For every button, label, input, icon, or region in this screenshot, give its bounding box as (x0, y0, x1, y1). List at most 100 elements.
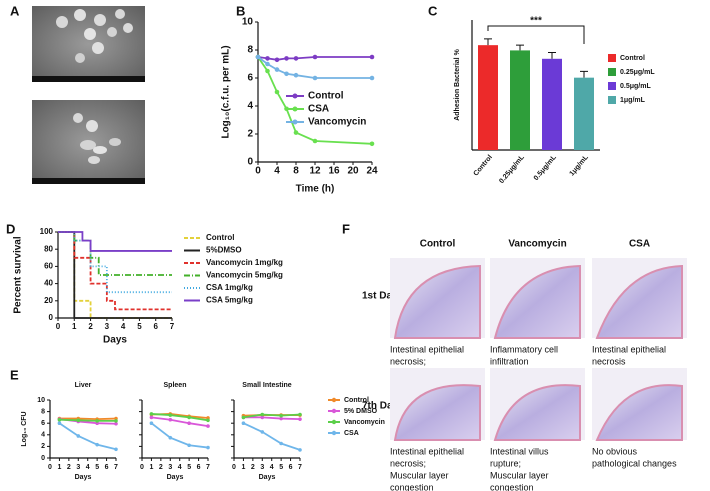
point (279, 416, 283, 421)
x-tick-label: 4 (270, 464, 274, 471)
x-tick-label: 0 (56, 322, 61, 331)
line (243, 413, 301, 419)
error-bar (516, 44, 524, 51)
panel-label: C (428, 3, 438, 18)
x-axis-label: Days (259, 474, 276, 481)
survival-line (58, 231, 172, 276)
error-bar (484, 38, 492, 46)
point (279, 413, 283, 418)
x-tick-label: 1 (57, 464, 61, 471)
point (206, 445, 210, 450)
point (312, 75, 318, 81)
x-tick-label: 7 (206, 464, 210, 471)
x-tick-label: 3 (168, 464, 172, 471)
x-tick-label: 1 (72, 322, 77, 331)
y-tick-label: 40 (44, 279, 53, 288)
point (293, 56, 299, 61)
point (187, 415, 191, 420)
y-tick-label: 2 (41, 443, 45, 450)
legend-swatch (608, 96, 616, 104)
subplot-title: Liver (75, 382, 92, 389)
point (187, 421, 191, 426)
x-tick-label: 3 (105, 322, 110, 331)
x-tick-label: 6 (153, 322, 158, 331)
legend-swatch (331, 430, 337, 436)
panel-label: A (10, 3, 20, 18)
x-tick-label: 6 (105, 464, 109, 471)
bar (542, 58, 562, 150)
x-axis-label: Days (167, 474, 184, 481)
x-tick-label: 4 (86, 464, 90, 471)
point (260, 430, 265, 434)
point (255, 54, 261, 60)
legend-swatch (292, 106, 298, 112)
point (298, 412, 302, 417)
x-tick-label: 1 (149, 464, 153, 471)
y-tick-label: 0 (247, 157, 253, 168)
x-tick-label: 4 (178, 464, 182, 471)
row-label: 7th Day (362, 401, 399, 412)
caption: Inflammatory cell (490, 344, 558, 354)
legend-swatch (608, 54, 616, 62)
legend-swatch (292, 119, 298, 125)
caption: congestion (390, 482, 434, 491)
x-tick-label: 0 (232, 464, 236, 471)
line (243, 422, 301, 451)
point (95, 442, 99, 447)
point (293, 130, 299, 135)
legend-label: Vancomycin (308, 117, 366, 128)
legend-swatch (292, 93, 298, 99)
x-tick-label: 7 (298, 464, 302, 471)
y-tick-label: 4 (247, 101, 253, 112)
caption: rupture; (490, 458, 521, 468)
y-axis-label: Adhesion Bacterial % (454, 48, 461, 120)
annotation: *** (530, 16, 542, 27)
point (274, 57, 280, 63)
line (58, 422, 117, 451)
x-tick-label: 8 (293, 166, 299, 177)
panel-label: D (6, 221, 15, 236)
point (114, 421, 118, 426)
caption: congestion (490, 482, 534, 491)
legend-label: 1μg/mL (620, 97, 646, 104)
point (284, 56, 289, 61)
x-tick-label: 20 (347, 166, 359, 177)
survival-line (58, 231, 172, 252)
line (150, 422, 209, 449)
point (149, 421, 154, 426)
x-tick-label: 5 (279, 464, 283, 471)
column-header: CSA (629, 239, 650, 250)
point (260, 412, 265, 417)
subplot-title: Small Intestine (242, 382, 292, 389)
y-tick-label: 10 (242, 17, 254, 28)
line (151, 413, 209, 422)
x-axis-label: Days (75, 474, 92, 481)
bar (478, 45, 498, 151)
line (59, 417, 117, 421)
x-tick-label: Control (473, 154, 494, 178)
point (206, 418, 210, 423)
caption: infiltration (490, 356, 529, 366)
legend-label: Vancomycin (344, 419, 385, 426)
point (369, 141, 375, 147)
legend-label: Control (206, 233, 234, 242)
legend-label: 5% DMSO (344, 408, 378, 415)
bar (510, 50, 530, 150)
line (59, 418, 116, 422)
point (298, 417, 302, 421)
legend-label: CSA (344, 430, 359, 437)
y-tick-label: 4 (41, 432, 45, 439)
point (265, 68, 270, 74)
point (265, 61, 270, 67)
point (57, 421, 62, 426)
x-tick-label: 6 (289, 464, 293, 471)
legend-label: 0.5μg/mL (620, 83, 651, 90)
y-axis-label: Log₁₀ CFU (21, 411, 28, 446)
y-axis-label: Percent survival (13, 236, 24, 313)
point (206, 424, 210, 428)
point (241, 415, 246, 420)
significance-bracket (487, 25, 585, 44)
x-tick-label: 3 (260, 464, 264, 471)
sem-image (32, 6, 145, 82)
